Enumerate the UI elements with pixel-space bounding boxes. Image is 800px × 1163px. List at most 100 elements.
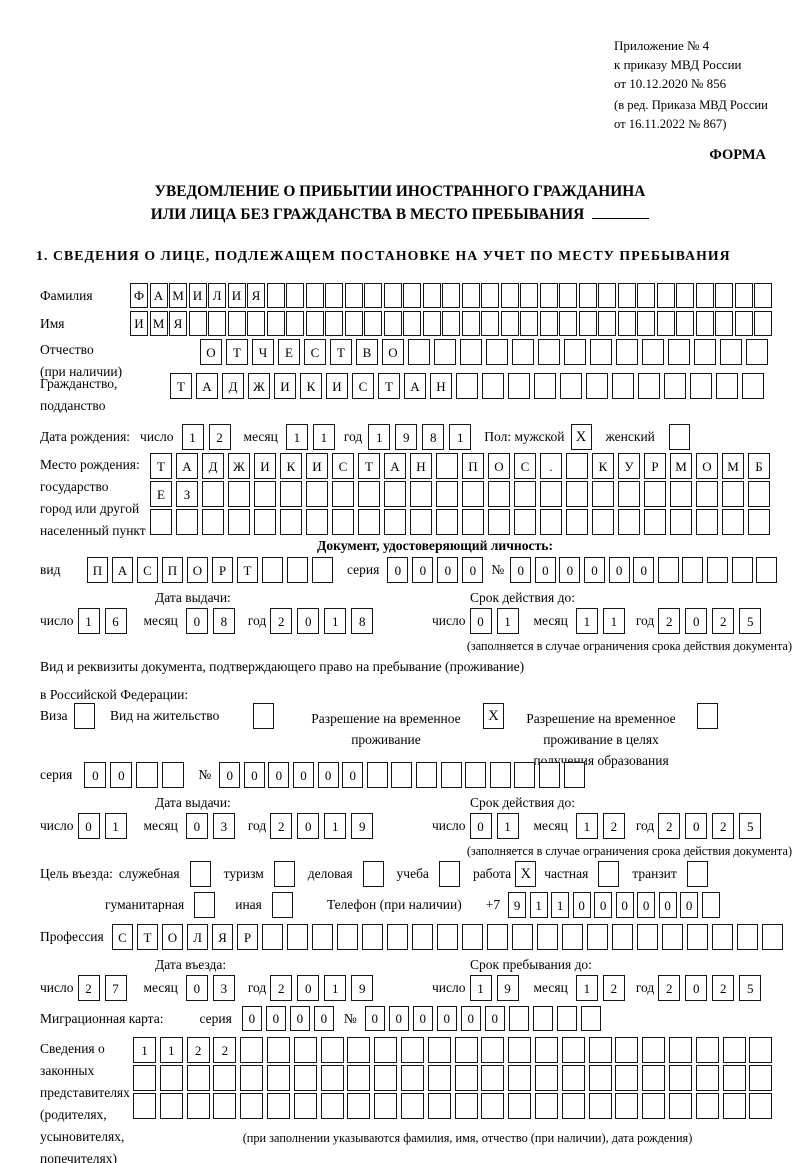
gender-male-label: мужской [514,429,565,444]
cell: 0 [680,892,699,918]
purpose-other-checkbox [271,892,293,918]
cell: О [382,339,404,365]
purpose-humanitarian-checkbox [194,892,216,918]
cell [676,311,694,336]
cell [240,1037,264,1063]
cell: 0 [297,975,320,1001]
cell: К [280,453,302,479]
cell: 1 [312,424,335,450]
purpose-row-1: Цель въезда: служебная туризм деловая уч… [40,861,708,887]
cell: 0 [510,557,532,583]
cell [228,481,250,507]
cell: 0 [265,1006,286,1031]
cell [400,1037,424,1063]
cell [176,509,198,535]
gender-female-label: женский [605,429,655,444]
purpose-study-checkbox [438,861,460,887]
purpose-transit-checkbox [686,861,708,887]
residence-issue-heading: Дата выдачи: [155,795,231,810]
temp-residence-education-checkbox [697,703,718,729]
cell [500,283,519,308]
cell [556,1006,577,1031]
cell: 0 [658,892,677,918]
cell [664,373,686,399]
cell [266,283,285,308]
residence-valid-note: (заполняется в случае ограничения срока … [466,844,792,858]
cell: 0 [241,1006,262,1031]
cell: У [618,453,640,479]
cell: 0 [342,762,364,788]
cell [320,1037,344,1063]
patronymic-label-note: (при наличии) [40,364,123,379]
cell: М [169,283,187,308]
name-label: Имя [40,315,65,331]
stay-until-heading: Срок пребывания до: [470,957,592,972]
citizenship-label: Гражданство, [40,376,118,391]
cell [616,339,638,365]
cell [561,1037,585,1063]
cell [481,311,499,336]
purpose-label: Цель въезда: [40,866,113,881]
birth-place-label: Место рождения: [40,457,140,472]
cell [133,1065,156,1091]
cell [312,557,333,583]
cell: Л [208,283,226,308]
cell [706,557,728,583]
cell: Ф [130,283,148,308]
purpose-work-checkbox: X [515,861,537,887]
cell: 0 [460,1006,481,1031]
cell: 2 [658,975,681,1001]
cell: С [332,453,354,479]
annex-edition-line: от 16.11.2022 № 867) [614,117,727,131]
cell [720,339,742,365]
cell [615,1065,639,1091]
cell [754,311,772,336]
cell [508,1037,532,1063]
cell [694,339,716,365]
cell [383,283,402,308]
cell [454,1093,478,1119]
cell [715,283,733,308]
birth-place-row3-cells [150,509,774,535]
cell: 0 [594,892,613,918]
cell: 0 [436,1006,457,1031]
cell [512,339,534,365]
cell [514,509,536,535]
representatives-label: (родителях, [40,1107,107,1122]
cell: П [462,453,484,479]
cell [240,1065,264,1091]
representatives-label: законных [40,1063,95,1078]
cell [539,283,558,308]
cell [561,1093,585,1119]
cell: С [352,373,374,399]
cell [186,1093,210,1119]
purpose-row-2: гуманитарная иная Телефон (при наличии) … [105,892,723,918]
cell [213,1065,237,1091]
cell [695,1093,719,1119]
cell [364,311,382,336]
cell: 0 [185,813,208,839]
cell: 0 [297,608,320,634]
cell: 2 [270,813,293,839]
cell: К [300,373,322,399]
cell: 0 [685,608,708,634]
cell: 0 [469,608,492,634]
cell [637,924,658,950]
cell [228,509,250,535]
cell [374,1065,398,1091]
cell: 0 [469,813,492,839]
cell: 1 [285,424,308,450]
cell: 1 [529,892,548,918]
purpose-private-checkbox [598,861,620,887]
cell [481,1065,505,1091]
